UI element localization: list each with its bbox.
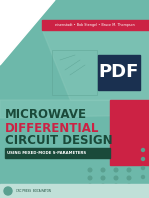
Bar (98, 55, 140, 90)
Bar (52, 50, 97, 95)
Circle shape (4, 187, 12, 195)
Circle shape (142, 167, 145, 169)
Circle shape (88, 176, 92, 180)
Circle shape (127, 168, 131, 172)
Polygon shape (0, 0, 55, 65)
Text: CIRCUIT DESIGN: CIRCUIT DESIGN (5, 134, 113, 148)
Circle shape (88, 168, 92, 172)
Text: PDF: PDF (99, 63, 139, 81)
Text: eisenstadt • Bob Stengel • Bruce M. Thompson: eisenstadt • Bob Stengel • Bruce M. Thom… (55, 23, 135, 27)
Polygon shape (0, 100, 149, 118)
Polygon shape (42, 30, 149, 100)
Circle shape (88, 184, 92, 188)
Circle shape (101, 168, 105, 172)
Bar (42, 20, 149, 30)
Text: CRC PRESS  BOCA RATON: CRC PRESS BOCA RATON (16, 189, 51, 193)
Circle shape (127, 184, 131, 188)
Bar (5, 148, 110, 158)
Circle shape (142, 157, 145, 161)
Circle shape (127, 176, 131, 180)
Circle shape (101, 176, 105, 180)
Text: USING MIXED-MODE S-PARAMETERS: USING MIXED-MODE S-PARAMETERS (7, 151, 86, 155)
Circle shape (114, 184, 118, 188)
Bar (0, 184, 149, 198)
Bar (110, 100, 149, 165)
Text: MICROWAVE: MICROWAVE (5, 109, 87, 122)
Circle shape (101, 184, 105, 188)
Circle shape (114, 168, 118, 172)
Circle shape (142, 148, 145, 151)
Text: DIFFERENTIAL: DIFFERENTIAL (5, 122, 99, 134)
Circle shape (114, 176, 118, 180)
Circle shape (142, 175, 145, 179)
